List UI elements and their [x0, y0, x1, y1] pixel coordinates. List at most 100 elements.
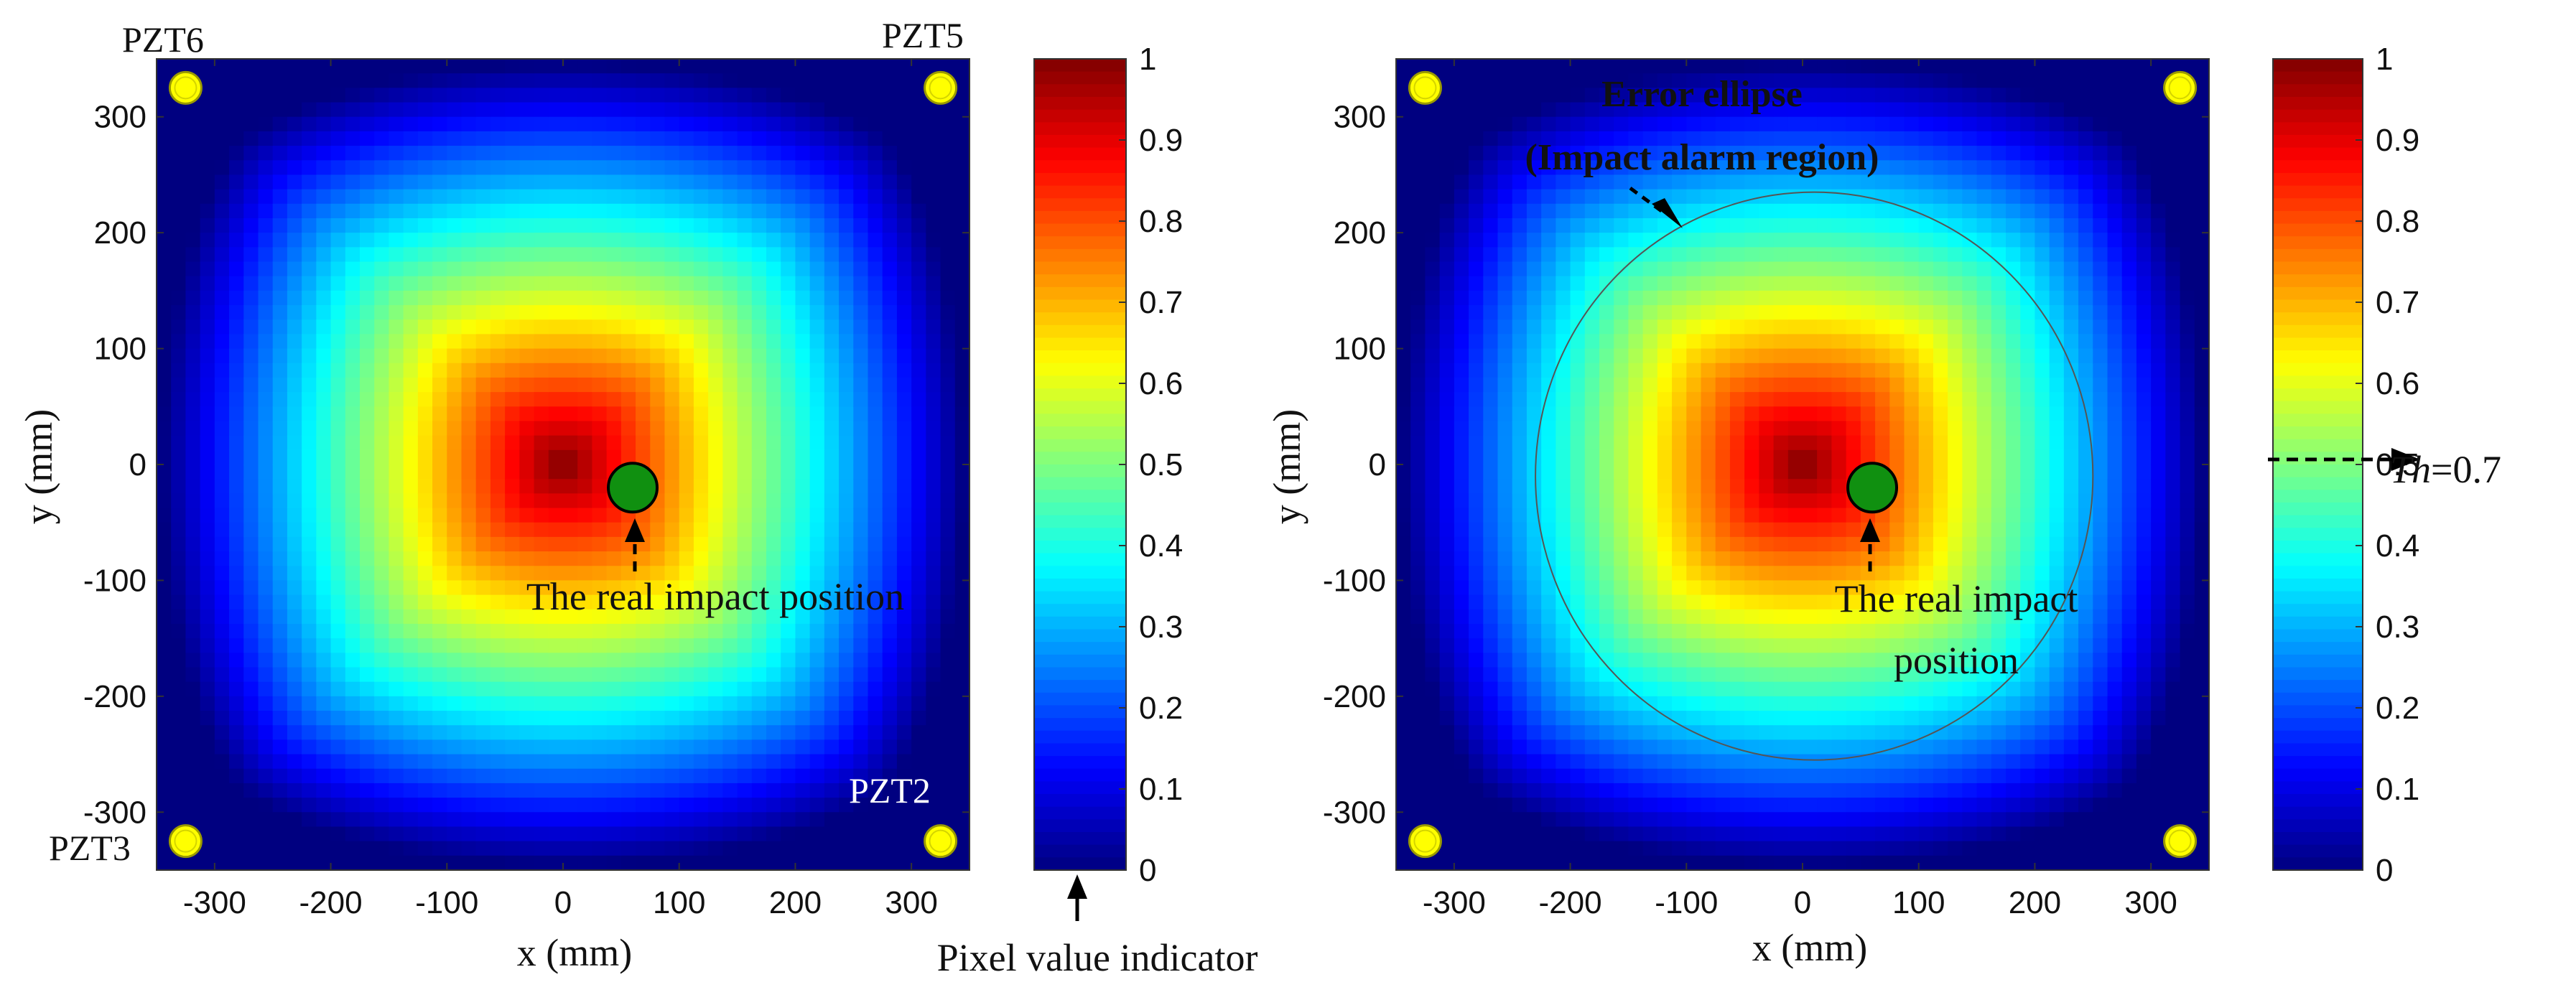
- heatmap-cell: [243, 247, 259, 263]
- heatmap-cell: [1817, 768, 1833, 784]
- heatmap-cell: [1773, 435, 1789, 451]
- heatmap-cell: [650, 59, 666, 74]
- heatmap-cell: [330, 464, 346, 480]
- heatmap-cell: [809, 609, 825, 625]
- heatmap-cell: [577, 768, 593, 784]
- heatmap-cell: [461, 826, 477, 842]
- heatmap-cell: [882, 855, 898, 871]
- heatmap-cell: [926, 855, 941, 871]
- heatmap-cell: [417, 653, 433, 668]
- heatmap-cell: [606, 855, 622, 871]
- heatmap-cell: [185, 319, 201, 335]
- heatmap-cell: [1701, 116, 1716, 132]
- heatmap-cell: [389, 638, 404, 654]
- heatmap-cell: [519, 711, 535, 727]
- heatmap-cell: [781, 783, 796, 798]
- heatmap-cell: [258, 363, 274, 378]
- heatmap-cell: [693, 131, 709, 146]
- heatmap-cell: [1541, 421, 1557, 436]
- heatmap-cell: [534, 725, 549, 741]
- heatmap-cell: [519, 580, 535, 596]
- heatmap-cell: [1672, 233, 1688, 248]
- heatmap-cell: [1817, 319, 1833, 335]
- heatmap-cell: [1469, 59, 1484, 74]
- heatmap-cell: [664, 580, 680, 596]
- heatmap-cell: [1469, 798, 1484, 813]
- heatmap-cell: [1787, 725, 1803, 741]
- heatmap-cell: [926, 276, 941, 291]
- heatmap-cell: [853, 348, 869, 364]
- heatmap-cell: [708, 189, 724, 205]
- heatmap-cell: [1787, 233, 1803, 248]
- heatmap-cell: [620, 725, 636, 741]
- heatmap-cell: [737, 319, 753, 335]
- heatmap-cell: [1556, 449, 1571, 465]
- heatmap-cell: [1483, 508, 1499, 523]
- heatmap-cell: [766, 508, 782, 523]
- heatmap-cell: [1497, 725, 1513, 741]
- heatmap-cell: [781, 812, 796, 828]
- heatmap-cell: [664, 146, 680, 162]
- heatmap-cell: [664, 233, 680, 248]
- heatmap-cell: [751, 739, 767, 755]
- heatmap-cell: [1773, 116, 1789, 132]
- heatmap-cell: [1803, 247, 1818, 263]
- heatmap-cell: [1512, 305, 1528, 321]
- heatmap-cell: [940, 653, 956, 668]
- heatmap-cell: [1628, 667, 1644, 683]
- colorbar-segment: [1034, 274, 1126, 288]
- heatmap-cell: [679, 189, 694, 205]
- heatmap-cell: [664, 392, 680, 408]
- heatmap-cell: [548, 479, 564, 495]
- heatmap-cell: [302, 594, 317, 610]
- heatmap-cell: [432, 174, 448, 190]
- heatmap-cell: [505, 464, 521, 480]
- heatmap-cell: [200, 536, 215, 552]
- heatmap-cell: [1729, 609, 1745, 625]
- heatmap-cell: [882, 711, 898, 727]
- heatmap-cell: [1686, 348, 1702, 364]
- heatmap-cell: [272, 233, 288, 248]
- heatmap-cell: [954, 522, 970, 538]
- heatmap-cell: [272, 768, 288, 784]
- heatmap-cell: [795, 406, 811, 422]
- heatmap-cell: [606, 88, 622, 103]
- heatmap-cell: [345, 841, 361, 856]
- heatmap-cell: [1759, 363, 1775, 378]
- heatmap-cell: [490, 609, 506, 625]
- heatmap-cell: [882, 435, 898, 451]
- heatmap-cell: [868, 233, 883, 248]
- heatmap-cell: [258, 812, 274, 828]
- heatmap-cell: [330, 88, 346, 103]
- heatmap-cell: [882, 276, 898, 291]
- heatmap-cell: [1469, 623, 1484, 639]
- heatmap-cell: [1787, 798, 1803, 813]
- heatmap-cell: [839, 580, 855, 596]
- heatmap-cell: [708, 203, 724, 219]
- heatmap-cell: [1541, 768, 1557, 784]
- heatmap-cell: [1439, 522, 1455, 538]
- heatmap-cell: [781, 174, 796, 190]
- heatmap-cell: [1686, 522, 1702, 538]
- heatmap-cell: [1483, 551, 1499, 567]
- heatmap-cell: [1454, 88, 1469, 103]
- heatmap-cell: [360, 233, 376, 248]
- heatmap-cell: [1803, 290, 1818, 306]
- heatmap-cell: [592, 855, 608, 871]
- heatmap-cell: [345, 522, 361, 538]
- heatmap-cell: [330, 667, 346, 683]
- heatmap-cell: [577, 681, 593, 697]
- heatmap-cell: [1803, 798, 1818, 813]
- heatmap-cell: [534, 739, 549, 755]
- heatmap-cell: [650, 73, 666, 89]
- heatmap-cell: [809, 131, 825, 146]
- heatmap-cell: [722, 203, 738, 219]
- sensor-marker-ring: [929, 829, 952, 853]
- heatmap-cell: [171, 421, 187, 436]
- colorbar-segment: [1034, 490, 1126, 503]
- heatmap-cell: [374, 233, 390, 248]
- heatmap-cell: [1701, 696, 1716, 711]
- heatmap-cell: [1614, 363, 1629, 378]
- heatmap-cell: [548, 725, 564, 741]
- heatmap-cell: [896, 421, 912, 436]
